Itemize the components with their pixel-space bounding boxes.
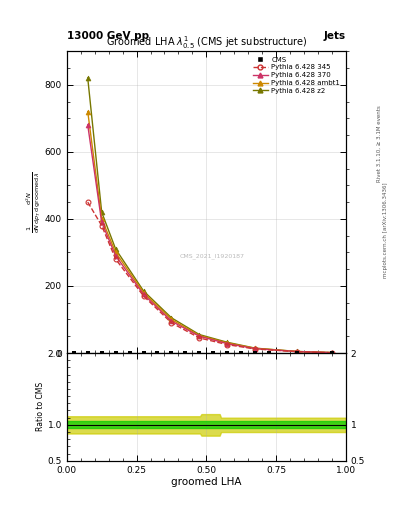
Point xyxy=(127,349,133,357)
Point xyxy=(84,349,91,357)
Point xyxy=(71,349,77,357)
Point xyxy=(154,349,161,357)
Point xyxy=(329,349,335,357)
Legend: CMS, Pythia 6.428 345, Pythia 6.428 370, Pythia 6.428 ambt1, Pythia 6.428 z2: CMS, Pythia 6.428 345, Pythia 6.428 370,… xyxy=(251,55,342,96)
Point xyxy=(294,349,300,357)
Point xyxy=(224,349,230,357)
Text: mcplots.cern.ch [arXiv:1306.3436]: mcplots.cern.ch [arXiv:1306.3436] xyxy=(383,183,387,278)
Point xyxy=(238,349,244,357)
Point xyxy=(168,349,174,357)
Y-axis label: $\frac{1}{\mathrm{d}N}\frac{\mathrm{d}^2 N}{\mathrm{d}p_T\,\mathrm{d}\,\mathrm{g: $\frac{1}{\mathrm{d}N}\frac{\mathrm{d}^2… xyxy=(25,171,43,233)
Point xyxy=(210,349,217,357)
Point xyxy=(266,349,272,357)
Text: CMS_2021_I1920187: CMS_2021_I1920187 xyxy=(180,253,244,259)
Point xyxy=(140,349,147,357)
X-axis label: groomed LHA: groomed LHA xyxy=(171,477,242,487)
Point xyxy=(252,349,258,357)
Point xyxy=(112,349,119,357)
Title: Groomed LHA $\lambda^{1}_{0.5}$ (CMS jet substructure): Groomed LHA $\lambda^{1}_{0.5}$ (CMS jet… xyxy=(106,34,307,51)
Text: 13000 GeV pp: 13000 GeV pp xyxy=(67,31,149,41)
Text: Rivet 3.1.10, ≥ 3.1M events: Rivet 3.1.10, ≥ 3.1M events xyxy=(377,105,382,182)
Point xyxy=(196,349,202,357)
Y-axis label: Ratio to CMS: Ratio to CMS xyxy=(36,382,45,432)
Point xyxy=(99,349,105,357)
Point xyxy=(182,349,189,357)
Text: Jets: Jets xyxy=(324,31,346,41)
